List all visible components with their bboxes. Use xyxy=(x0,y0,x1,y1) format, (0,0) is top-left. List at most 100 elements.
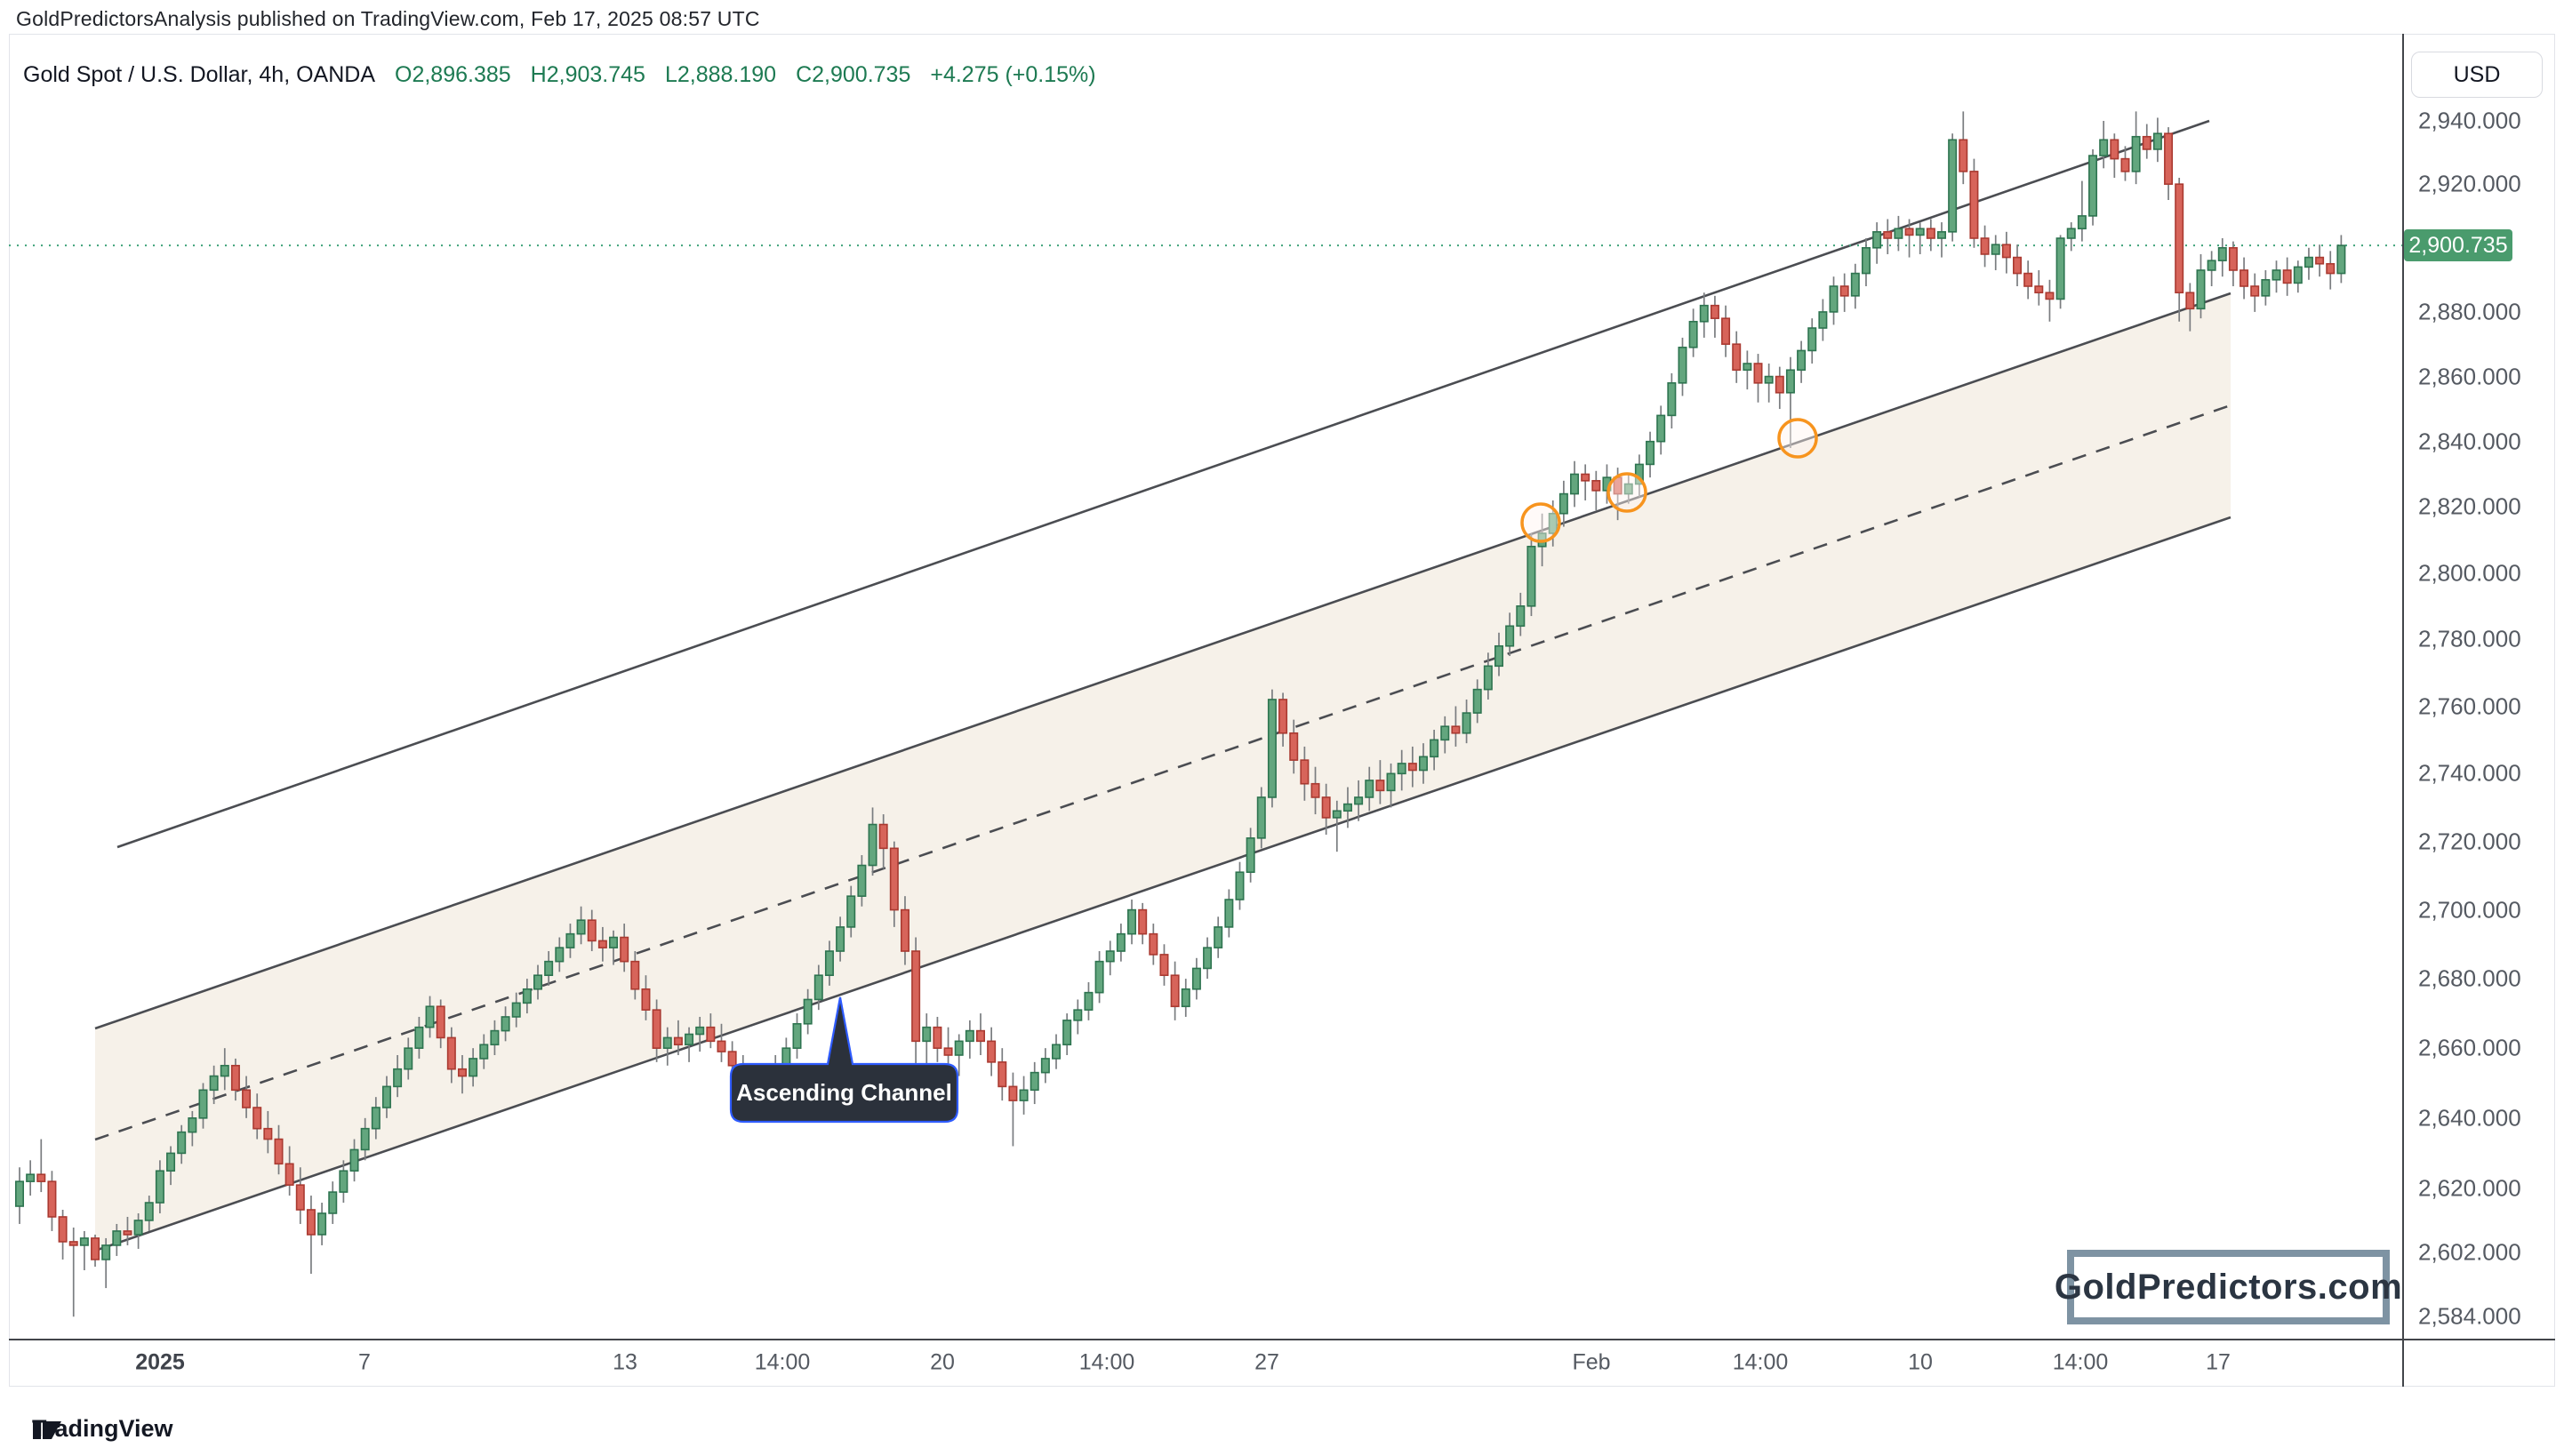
candle-up xyxy=(1785,369,1795,394)
candle-up xyxy=(857,864,867,897)
candle-up xyxy=(1214,926,1223,948)
candle-up xyxy=(1019,1089,1029,1101)
candle-down xyxy=(1321,796,1331,819)
candle-up xyxy=(1936,231,1946,239)
candle-up xyxy=(2055,237,2065,300)
candle-up xyxy=(479,1044,489,1060)
candle-down xyxy=(2110,139,2119,160)
candle-down xyxy=(1969,171,1979,239)
candle-up xyxy=(371,1107,381,1130)
candle-up xyxy=(1623,483,1633,495)
price-axis-label: 2,920.000 xyxy=(2418,170,2521,197)
candle-up xyxy=(1267,699,1277,798)
candle-down xyxy=(2164,132,2174,185)
time-axis-label: 14:00 xyxy=(1078,1349,1135,1375)
candle-down xyxy=(975,1029,985,1043)
candle-down xyxy=(1904,228,1914,236)
candle-up xyxy=(414,1026,424,1049)
retest-highlight-circle[interactable] xyxy=(1607,472,1647,513)
candle-up xyxy=(166,1152,176,1172)
ascending-channel-label[interactable]: Ascending Channel xyxy=(736,1079,952,1106)
candle-up xyxy=(1764,375,1774,384)
candle-down xyxy=(1959,139,1968,172)
candle-up xyxy=(1203,947,1213,970)
candle-down xyxy=(1926,228,1935,239)
candle-up xyxy=(1915,228,1925,236)
current-price-badge: 2,900.735 xyxy=(2404,229,2512,262)
ascending-channel-lower-line[interactable] xyxy=(94,516,2231,1252)
candle-up xyxy=(1516,605,1526,628)
candle-up xyxy=(522,988,532,1004)
candle-up xyxy=(544,960,554,977)
candle-down xyxy=(123,1230,132,1236)
candle-up xyxy=(1667,382,1677,417)
candle-up xyxy=(1342,803,1352,812)
candle-down xyxy=(68,1241,78,1246)
candle-down xyxy=(295,1184,305,1211)
ascending-channel-median-line[interactable] xyxy=(94,404,2231,1141)
candle-up xyxy=(26,1173,36,1182)
candle-down xyxy=(706,1026,716,1043)
candle-up xyxy=(1558,492,1568,515)
ascending-channel-upper-line[interactable] xyxy=(94,292,2231,1030)
candle-down xyxy=(91,1237,100,1260)
candle-up xyxy=(155,1170,164,1204)
candle-up xyxy=(133,1220,143,1236)
candle-down xyxy=(263,1127,273,1140)
price-axis-label: 2,760.000 xyxy=(2418,692,2521,719)
currency-toggle-button[interactable]: USD xyxy=(2411,52,2543,98)
retest-highlight-circle[interactable] xyxy=(1777,418,1818,459)
candle-down xyxy=(2001,244,2011,259)
price-axis-label: 2,620.000 xyxy=(2418,1174,2521,1202)
price-axis-label: 2,700.000 xyxy=(2418,896,2521,924)
candle-down xyxy=(1883,231,1893,239)
retest-highlight-circle[interactable] xyxy=(1520,502,1561,543)
price-axis-label: 2,680.000 xyxy=(2418,964,2521,992)
candle-up xyxy=(1127,908,1137,935)
candle-down xyxy=(2013,256,2023,275)
price-axis-label: 2,720.000 xyxy=(2418,828,2521,855)
candle-down xyxy=(2250,285,2260,297)
candle-down xyxy=(889,847,899,911)
candle-down xyxy=(457,1068,467,1077)
ohlc-value: O2,896.385 xyxy=(395,62,511,87)
tradingview-attribution[interactable]: TradingView xyxy=(32,1415,173,1443)
time-axis-label: 14:00 xyxy=(2052,1349,2109,1375)
tradingview-logo-icon xyxy=(33,1421,61,1439)
candle-down xyxy=(242,1089,252,1108)
candle-down xyxy=(987,1040,997,1063)
candle-up xyxy=(501,1016,510,1032)
candle-down xyxy=(1008,1085,1018,1101)
candle-up xyxy=(1526,546,1536,607)
candle-up xyxy=(868,823,877,867)
candle-up xyxy=(14,1180,24,1207)
candle-up xyxy=(2293,266,2303,284)
upper-parallel-trendline[interactable] xyxy=(116,119,2210,849)
candle-up xyxy=(1991,244,2000,255)
candle-up xyxy=(79,1237,89,1246)
candle-down xyxy=(620,936,629,963)
candle-up xyxy=(2131,135,2141,172)
candle-down xyxy=(1591,480,1601,492)
candle-down xyxy=(47,1180,57,1218)
symbol-title-row[interactable]: Gold Spot / U.S. Dollar, 4h, OANDA O2,896… xyxy=(23,62,1096,88)
candle-up xyxy=(1872,231,1882,249)
candle-up xyxy=(339,1170,349,1193)
price-axis-label: 2,800.000 xyxy=(2418,559,2521,587)
symbol-title: Gold Spot / U.S. Dollar, 4h, OANDA xyxy=(23,62,375,87)
time-axis-label: 13 xyxy=(613,1349,637,1375)
candle-down xyxy=(2282,269,2292,284)
candle-up xyxy=(1688,320,1698,348)
ascending-channel-balloon[interactable] xyxy=(729,996,959,1124)
candle-up xyxy=(198,1089,208,1119)
candle-up xyxy=(2207,260,2216,271)
candle-down xyxy=(1375,780,1385,792)
price-axis-label: 2,660.000 xyxy=(2418,1034,2521,1061)
candle-up xyxy=(836,926,845,952)
candle-up xyxy=(922,1026,932,1043)
chart-card xyxy=(9,34,2555,1387)
candle-up xyxy=(2152,132,2162,150)
ohlc-value: H2,903.745 xyxy=(530,62,645,87)
candle-up xyxy=(1797,349,1807,372)
